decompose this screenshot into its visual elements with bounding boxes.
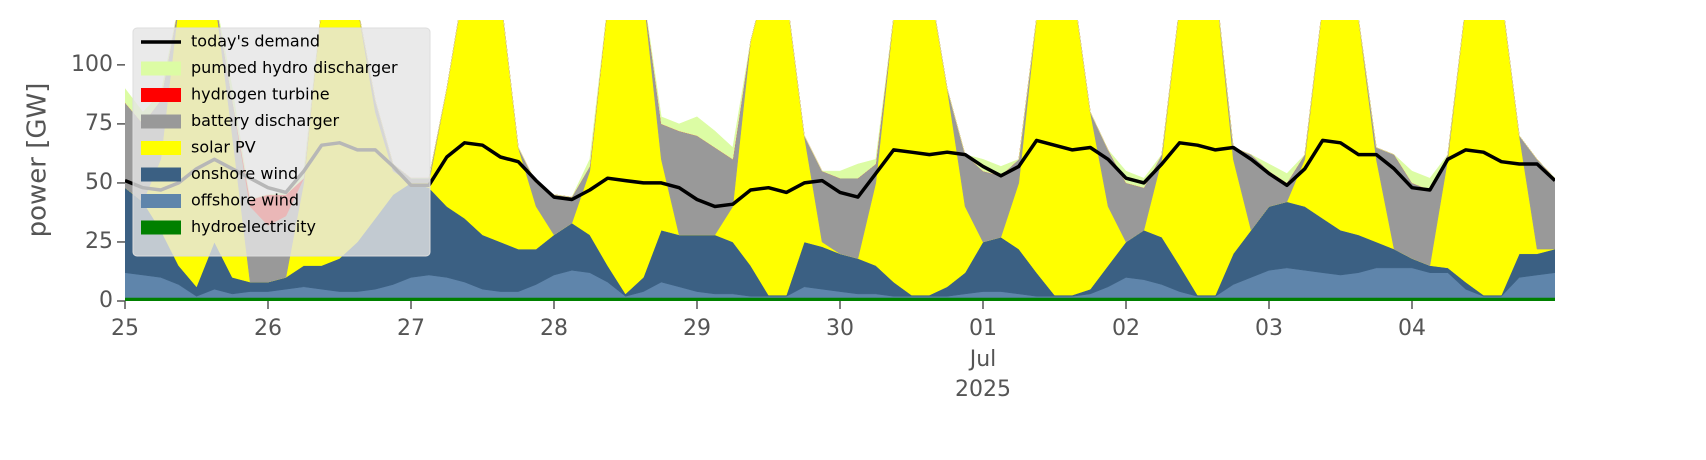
legend-swatch [141, 114, 181, 129]
x-tick-label: 04 [1398, 316, 1426, 341]
legend-swatch [141, 88, 181, 102]
x-tick-label: 27 [397, 316, 425, 341]
legend-label: hydroelectricity [191, 217, 316, 236]
legend-swatch [141, 167, 181, 182]
legend-label: pumped hydro discharger [191, 58, 398, 77]
x-tick-label: 26 [254, 316, 282, 341]
x-tick-label: 29 [683, 316, 711, 341]
x-tick-label: 25 [111, 316, 139, 341]
legend-swatch [141, 141, 181, 155]
legend-swatch [141, 61, 181, 76]
legend-label: battery discharger [191, 111, 339, 130]
legend-swatch [141, 194, 181, 208]
y-tick-label: 100 [71, 52, 113, 77]
legend-label: onshore wind [191, 164, 298, 183]
x-month-label: Jul [968, 347, 997, 372]
legend-label: solar PV [191, 138, 256, 157]
legend-label: today's demand [191, 32, 320, 51]
x-tick-label: 28 [540, 316, 568, 341]
y-tick-label: 75 [85, 111, 113, 136]
x-tick-label: 02 [1112, 316, 1140, 341]
legend-label: offshore wind [191, 191, 299, 210]
y-axis-label: power [GW] [23, 83, 53, 238]
legend-swatch [141, 220, 181, 235]
x-tick-label: 01 [969, 316, 997, 341]
y-tick-label: 50 [85, 170, 113, 195]
area [125, 297, 1555, 301]
y-tick-label: 25 [85, 229, 113, 254]
y-tick-label: 0 [99, 288, 113, 313]
x-year-label: 2025 [955, 377, 1011, 402]
legend-label: hydrogen turbine [191, 85, 330, 104]
legend-box [132, 27, 431, 257]
x-tick-label: 30 [826, 316, 854, 341]
area [125, 20, 1555, 200]
x-tick-label: 03 [1255, 316, 1283, 341]
